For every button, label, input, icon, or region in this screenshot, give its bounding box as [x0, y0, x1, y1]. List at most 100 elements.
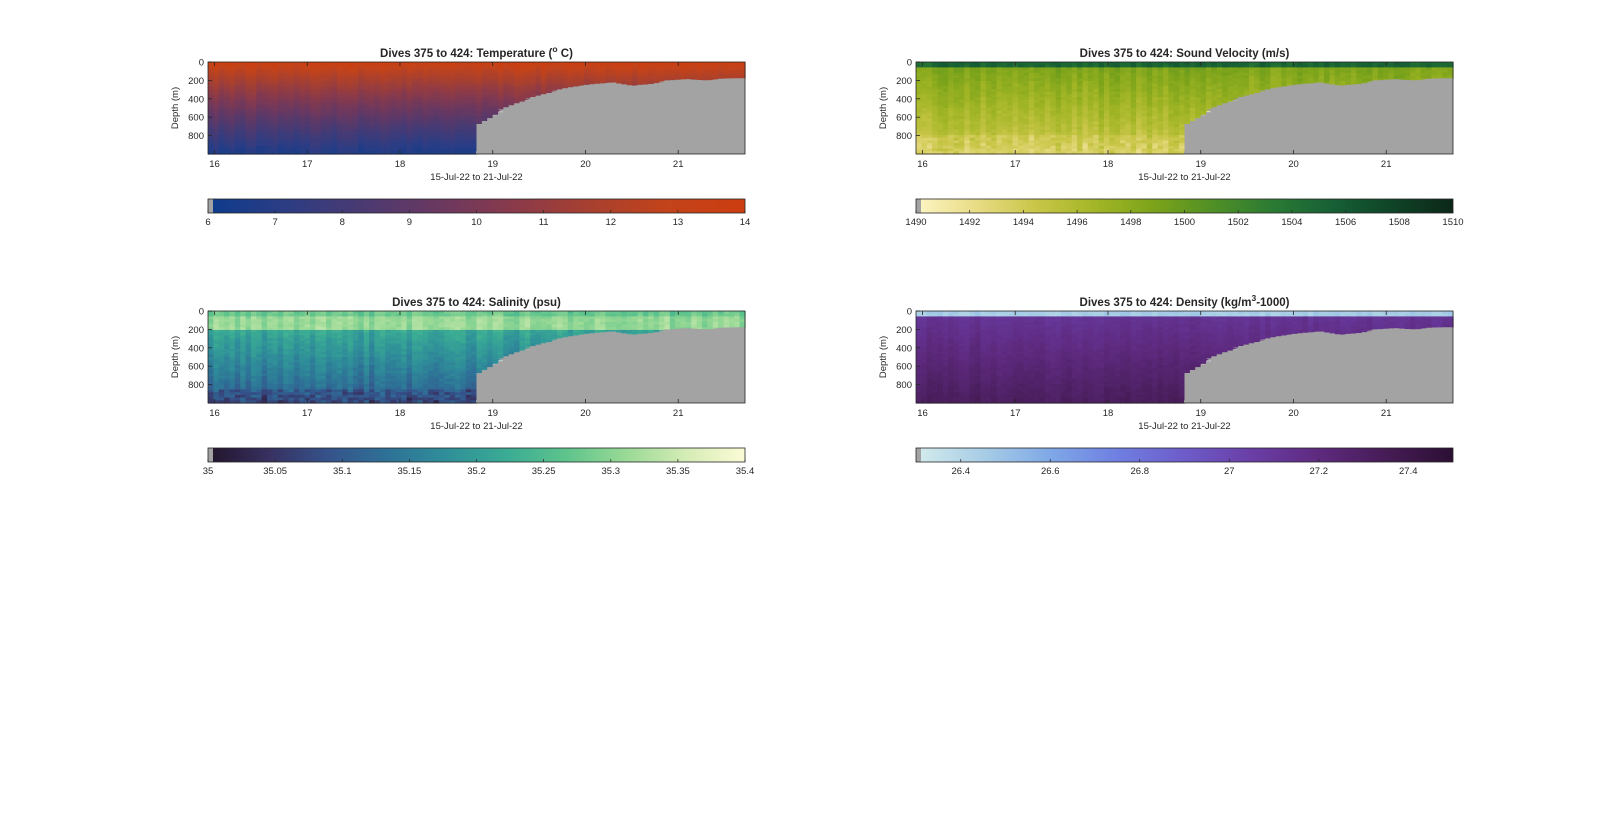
- heatmap-cell: [996, 86, 1003, 90]
- heatmap-cell: [1238, 75, 1245, 79]
- heatmap-cell: [1077, 108, 1084, 112]
- heatmap-cell: [1163, 75, 1169, 79]
- heatmap-cell: [315, 121, 322, 125]
- heatmap-cell: [1012, 124, 1019, 128]
- colorbar-tick-label: 1504: [1281, 217, 1302, 228]
- heatmap-cell: [1189, 80, 1196, 85]
- heatmap-cell: [385, 97, 392, 101]
- heatmap-cell: [336, 108, 343, 112]
- heatmap-cell: [1447, 75, 1454, 79]
- heatmap-cell: [1146, 89, 1153, 93]
- heatmap-cell: [1044, 102, 1051, 106]
- heatmap-cell: [739, 67, 746, 71]
- heatmap-cell: [234, 145, 241, 150]
- heatmap-cell: [1114, 143, 1121, 147]
- heatmap-cell: [374, 135, 381, 139]
- x-tick-label: 17: [302, 159, 313, 170]
- heatmap-cell: [1082, 62, 1089, 66]
- heatmap-cell: [471, 78, 478, 82]
- heatmap-cell: [1066, 137, 1073, 142]
- heatmap-cell: [991, 75, 998, 79]
- heatmap-cell: [234, 351, 241, 355]
- heatmap-cell: [1130, 105, 1137, 109]
- heatmap-cell: [1173, 145, 1180, 150]
- heatmap-cell: [229, 75, 236, 79]
- heatmap-cell: [1205, 110, 1212, 112]
- heatmap-cell: [964, 105, 971, 109]
- heatmap-cell: [234, 83, 241, 87]
- heatmap-cell: [632, 62, 639, 66]
- heatmap-cell: [395, 99, 402, 104]
- heatmap-cell: [1071, 99, 1078, 104]
- heatmap-cell: [471, 108, 478, 112]
- x-axis-label: 15-Jul-22 to 21-Jul-22: [1138, 172, 1230, 183]
- heatmap-cell: [412, 108, 419, 112]
- heatmap-cell: [1039, 94, 1046, 98]
- heatmap-cell: [524, 94, 531, 98]
- heatmap-cell: [438, 62, 445, 66]
- heatmap-cell: [1436, 67, 1443, 71]
- heatmap-cell: [1012, 78, 1019, 82]
- heatmap-cell: [245, 324, 252, 328]
- x-axis-label: 15-Jul-22 to 21-Jul-22: [430, 172, 522, 183]
- heatmap-cell: [460, 72, 467, 77]
- heatmap-cell: [395, 108, 402, 112]
- heatmap-cell: [363, 72, 370, 77]
- heatmap-cell: [1350, 75, 1357, 79]
- heatmap-cell: [438, 110, 445, 115]
- heatmap-cell: [250, 316, 257, 320]
- heatmap-cell: [1265, 64, 1272, 69]
- heatmap-cell: [985, 110, 992, 115]
- heatmap-cell: [728, 75, 735, 79]
- heatmap-cell: [932, 62, 939, 66]
- heatmap-cell: [444, 113, 451, 117]
- heatmap-cell: [267, 113, 274, 117]
- heatmap-cell: [1232, 75, 1239, 79]
- heatmap-cell: [1286, 67, 1293, 71]
- heatmap-cell: [363, 80, 370, 85]
- heatmap-cell: [1168, 108, 1175, 112]
- heatmap-cell: [395, 102, 402, 106]
- heatmap-cell: [1066, 70, 1073, 74]
- heatmap-cell: [1146, 118, 1153, 123]
- heatmap-cell: [1130, 135, 1137, 139]
- heatmap-cell: [969, 132, 976, 136]
- heatmap-cell: [975, 145, 982, 150]
- heatmap-cell: [385, 75, 392, 79]
- heatmap-cell: [1055, 124, 1062, 128]
- heatmap-cell: [455, 70, 461, 74]
- heatmap-cell: [1297, 80, 1304, 85]
- heatmap-cell: [1168, 145, 1175, 150]
- heatmap-cell: [428, 75, 435, 79]
- heatmap-cell: [283, 75, 290, 79]
- heatmap-cell: [1012, 80, 1019, 85]
- heatmap-cell: [1265, 62, 1272, 66]
- heatmap-cell: [465, 124, 472, 128]
- heatmap-cell: [460, 86, 467, 90]
- heatmap-cell: [669, 64, 676, 69]
- heatmap-cell: [213, 102, 220, 106]
- heatmap-cell: [991, 137, 998, 142]
- heatmap-cell: [412, 64, 419, 69]
- heatmap-cell: [272, 124, 279, 128]
- heatmap-cell: [1179, 126, 1186, 131]
- heatmap-cell: [557, 75, 564, 79]
- heatmap-cell: [942, 126, 949, 131]
- heatmap-cell: [1415, 70, 1422, 74]
- heatmap-cell: [1007, 83, 1014, 87]
- heatmap-cell: [1023, 94, 1030, 98]
- heatmap-cell: [557, 78, 564, 82]
- heatmap-cell: [465, 72, 472, 77]
- heatmap-cell: [234, 335, 241, 339]
- heatmap-cell: [267, 140, 274, 144]
- heatmap-cell: [1039, 67, 1046, 71]
- heatmap-cell: [1195, 62, 1202, 66]
- heatmap-cell: [245, 389, 252, 393]
- heatmap-cell: [293, 151, 300, 155]
- heatmap-cell: [953, 97, 960, 101]
- heatmap-cell: [1044, 75, 1051, 79]
- heatmap-cell: [245, 346, 252, 350]
- heatmap-cell: [438, 94, 445, 98]
- heatmap-cell: [996, 129, 1003, 133]
